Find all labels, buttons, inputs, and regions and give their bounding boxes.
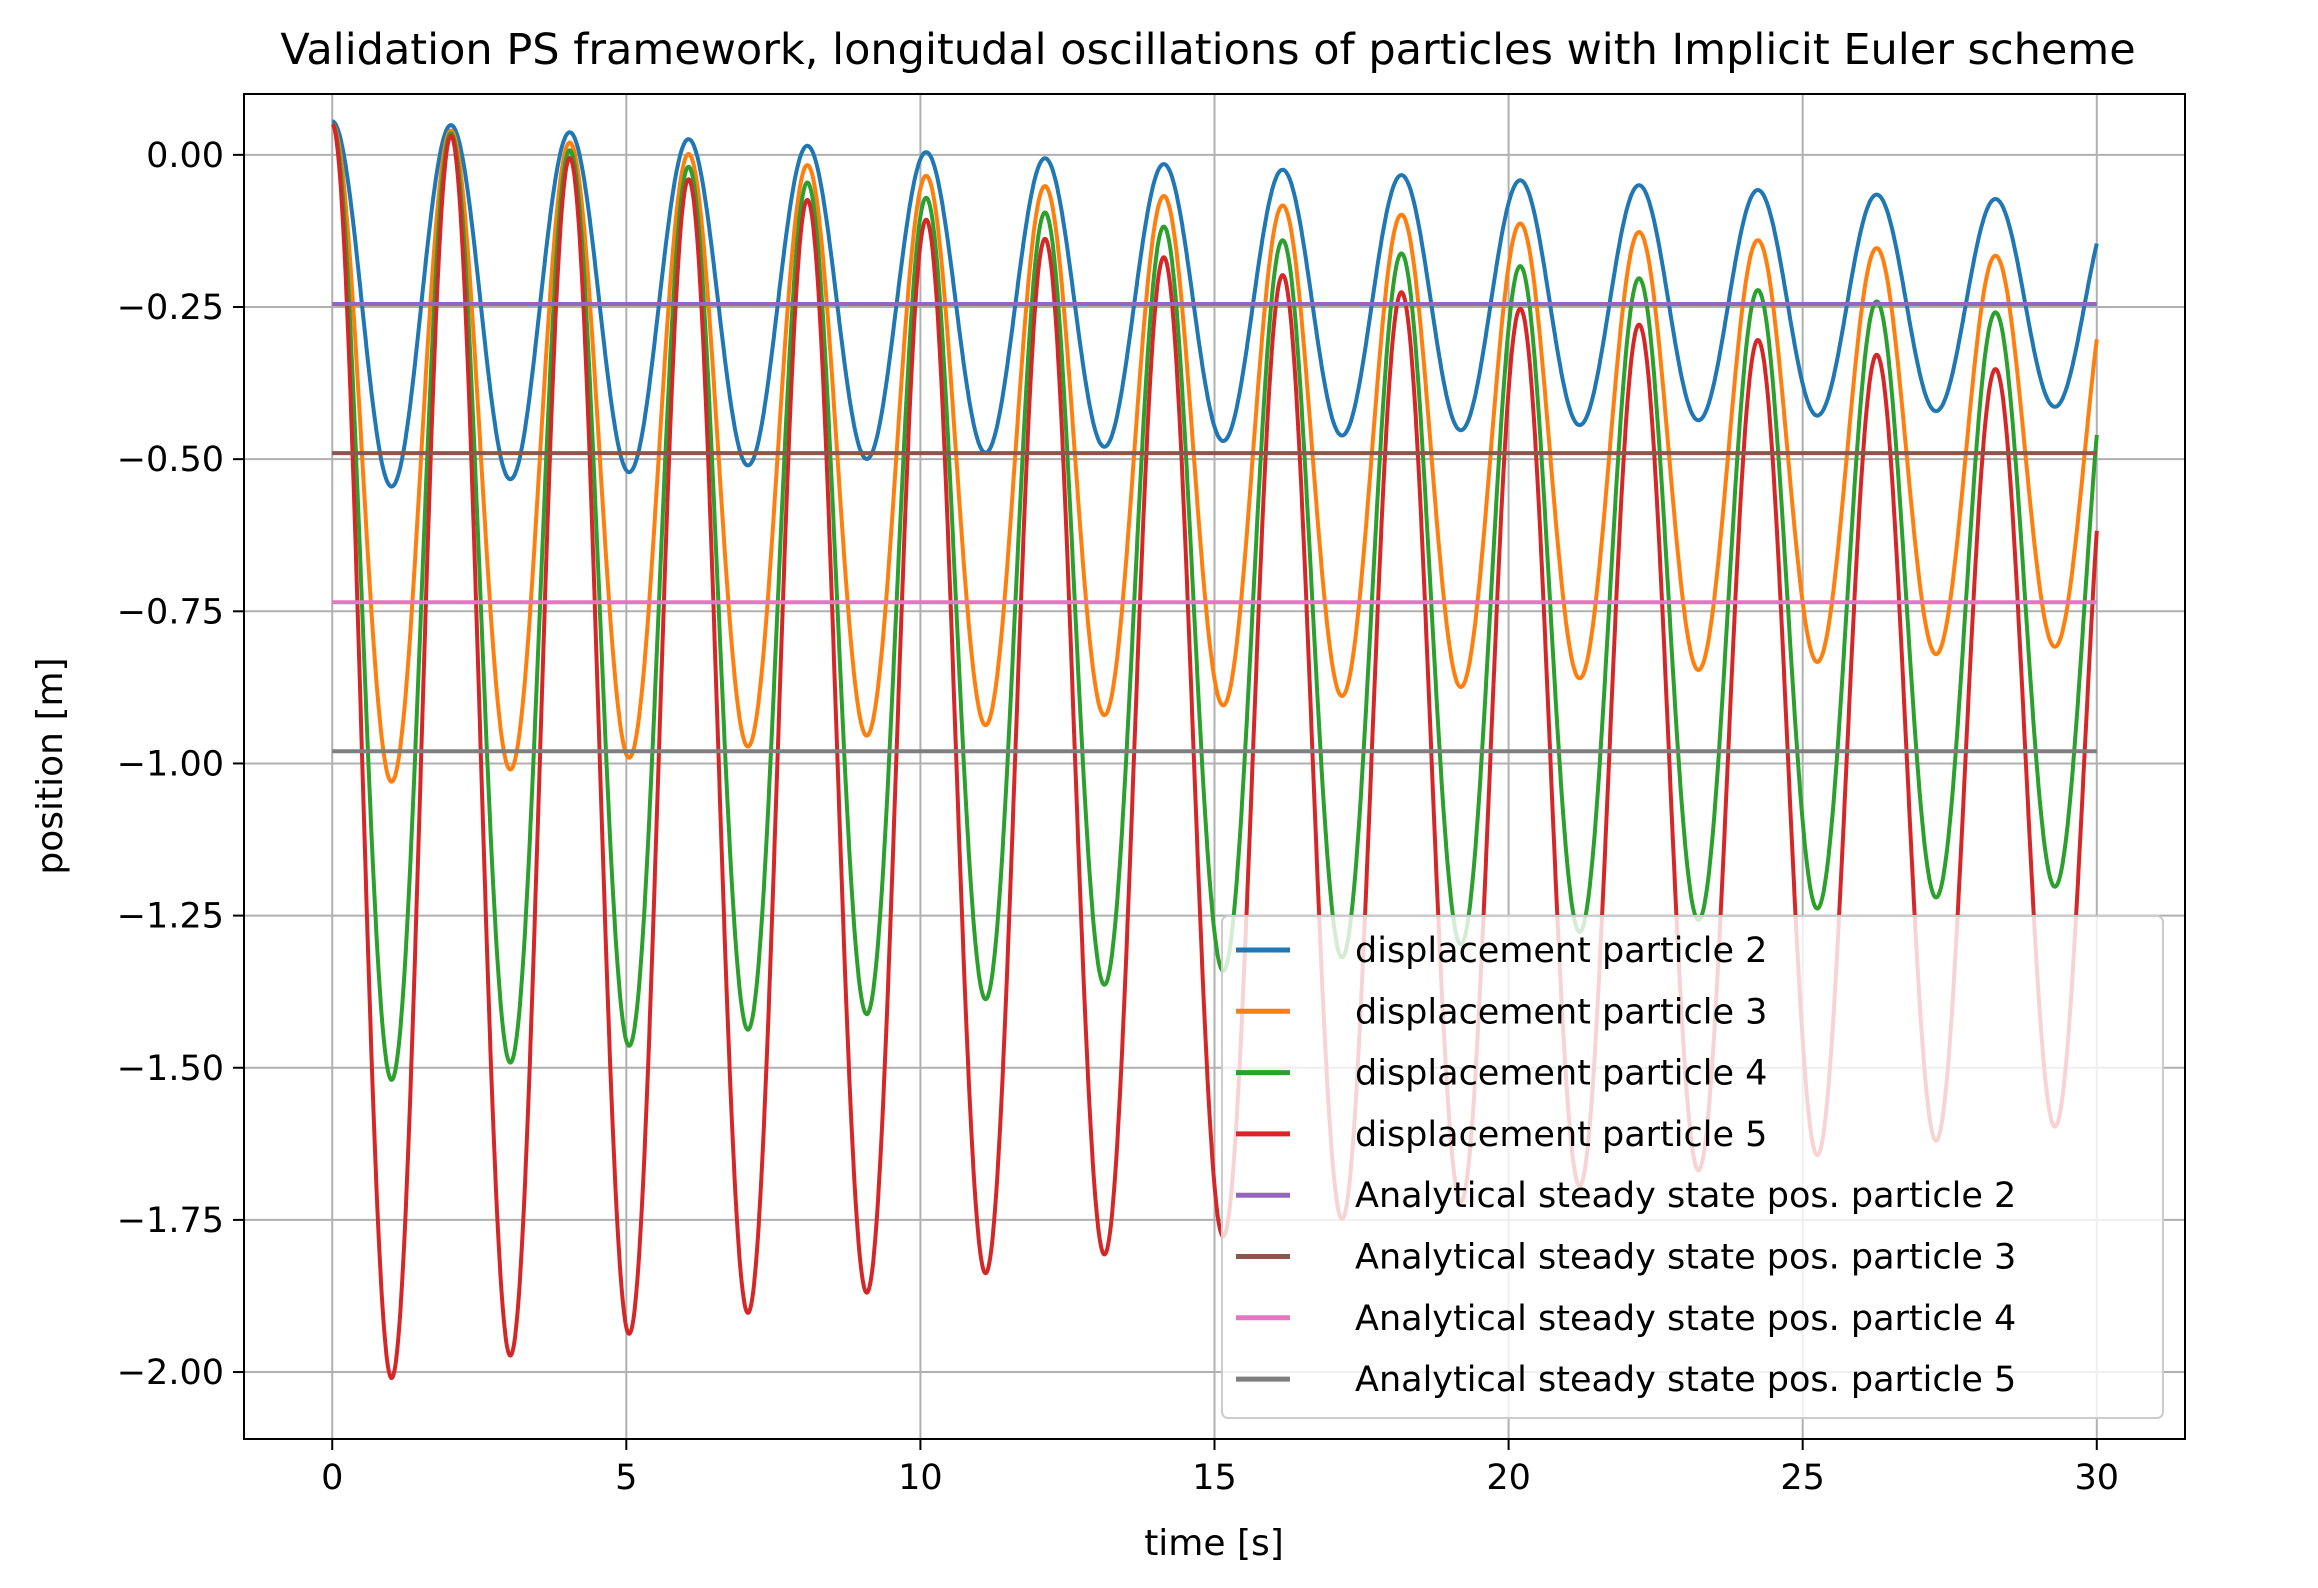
legend-label: Analytical steady state pos. particle 4	[1355, 1299, 2016, 1339]
legend-label: Analytical steady state pos. particle 2	[1355, 1176, 2016, 1216]
x-tick-label: 25	[1780, 1458, 1825, 1498]
y-tick-label: −1.50	[117, 1049, 224, 1089]
x-tick-label: 0	[321, 1458, 343, 1498]
legend: displacement particle 2 displacement part…	[1221, 915, 2164, 1419]
legend-label: Analytical steady state pos. particle 3	[1355, 1238, 2016, 1278]
y-tick-label: −0.25	[117, 288, 224, 328]
legend-items: displacement particle 2 displacement part…	[1236, 931, 2016, 1400]
legend-label: displacement particle 3	[1355, 992, 1767, 1032]
y-tick-label: −0.75	[117, 592, 224, 632]
y-tick-label: −2.00	[117, 1353, 224, 1393]
legend-label: displacement particle 2	[1355, 931, 1767, 971]
x-tick-label: 5	[615, 1458, 637, 1498]
series-line	[330, 119, 2099, 489]
y-tick-label: −1.75	[117, 1201, 224, 1241]
y-tick-label: −0.50	[117, 440, 224, 480]
y-tick-label: −1.25	[117, 897, 224, 937]
x-tick-label: 15	[1192, 1458, 1237, 1498]
legend-box	[1221, 915, 2164, 1419]
x-tick-label: 20	[1486, 1458, 1531, 1498]
series-line	[330, 122, 2099, 1082]
x-tick-label: 10	[898, 1458, 943, 1498]
legend-label: displacement particle 4	[1355, 1054, 1767, 1094]
axis-ticks: 0 5 10 15 20 25 30 0.00 −0.25 −0.50 −0.75 −1.00 −1.2…	[117, 136, 2119, 1498]
chart-title: Validation PS framework, longitudal osci…	[280, 25, 2135, 75]
x-axis-label: time [s]	[1144, 1523, 1284, 1564]
x-tick-label: 30	[2074, 1458, 2119, 1498]
y-tick-label: 0.00	[146, 136, 224, 176]
y-tick-label: −1.00	[117, 744, 224, 784]
legend-label: displacement particle 5	[1355, 1115, 1767, 1155]
y-axis-label: position [m]	[30, 657, 71, 874]
legend-label: Analytical steady state pos. particle 5	[1355, 1360, 2016, 1400]
